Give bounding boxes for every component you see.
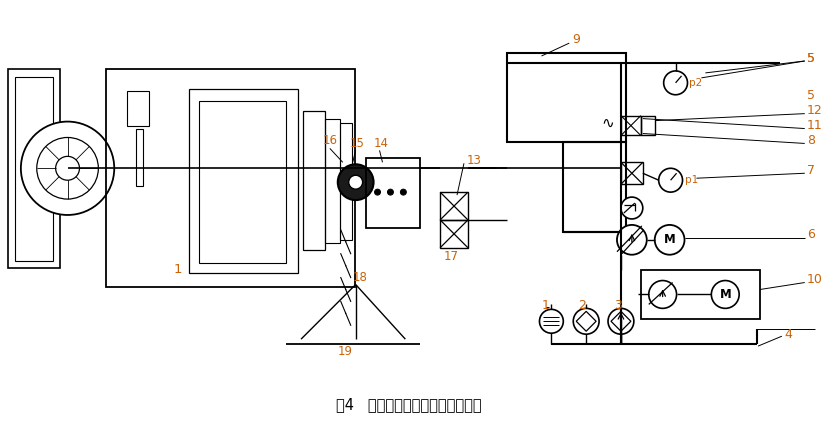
Bar [507, 53, 626, 143]
Text: 4: 4 [785, 328, 793, 341]
Bar [198, 101, 286, 262]
Text: 19: 19 [337, 345, 353, 357]
Text: 11: 11 [807, 119, 822, 132]
Circle shape [658, 168, 682, 192]
Text: 17: 17 [444, 250, 459, 263]
Bar [563, 143, 626, 232]
Circle shape [617, 225, 647, 255]
Bar [340, 122, 351, 240]
Bar [8, 69, 59, 268]
Text: 14: 14 [374, 137, 388, 150]
Bar [15, 77, 53, 261]
Circle shape [374, 189, 380, 195]
Circle shape [608, 308, 634, 334]
Bar [440, 220, 468, 248]
Text: 5: 5 [807, 89, 815, 102]
Text: 18: 18 [353, 271, 368, 284]
Text: 2: 2 [579, 299, 586, 312]
Text: 1: 1 [542, 299, 549, 312]
Circle shape [56, 157, 80, 180]
Text: 1: 1 [174, 263, 183, 276]
Bar [136, 129, 143, 186]
Text: 5: 5 [807, 51, 815, 65]
Bar [325, 119, 340, 243]
Bar [621, 116, 641, 135]
Circle shape [37, 138, 99, 199]
Text: ∿: ∿ [601, 116, 614, 131]
Text: M: M [663, 233, 676, 246]
Bar [621, 162, 643, 184]
Circle shape [663, 71, 687, 95]
Circle shape [21, 122, 114, 215]
Circle shape [711, 281, 739, 308]
Text: 图4   液压驱动专用设备结构原理图: 图4 液压驱动专用设备结构原理图 [336, 397, 481, 412]
Circle shape [649, 281, 677, 308]
Bar [641, 116, 655, 135]
Circle shape [337, 164, 374, 200]
Bar [440, 192, 468, 220]
Text: 13: 13 [467, 154, 481, 167]
Bar [641, 270, 760, 319]
Text: 7: 7 [807, 164, 815, 177]
Bar [106, 69, 355, 287]
Text: 6: 6 [807, 228, 815, 241]
Text: 3: 3 [614, 299, 622, 312]
Text: p1: p1 [685, 175, 698, 185]
Text: 8: 8 [807, 134, 815, 147]
Circle shape [539, 309, 563, 333]
Circle shape [621, 197, 643, 219]
Bar [365, 158, 421, 228]
Bar [303, 111, 325, 250]
Circle shape [655, 225, 685, 255]
Text: 10: 10 [807, 273, 823, 286]
Bar [188, 89, 298, 273]
Text: 15: 15 [350, 137, 365, 150]
Circle shape [400, 189, 407, 195]
Text: 12: 12 [807, 104, 822, 117]
Text: p2: p2 [690, 78, 703, 88]
Circle shape [574, 308, 599, 334]
Circle shape [349, 175, 363, 189]
Text: 16: 16 [323, 134, 338, 147]
Bar [128, 91, 149, 126]
Text: M: M [719, 288, 731, 301]
Circle shape [388, 189, 393, 195]
Text: 9: 9 [572, 32, 580, 46]
Text: 5: 5 [807, 51, 815, 65]
